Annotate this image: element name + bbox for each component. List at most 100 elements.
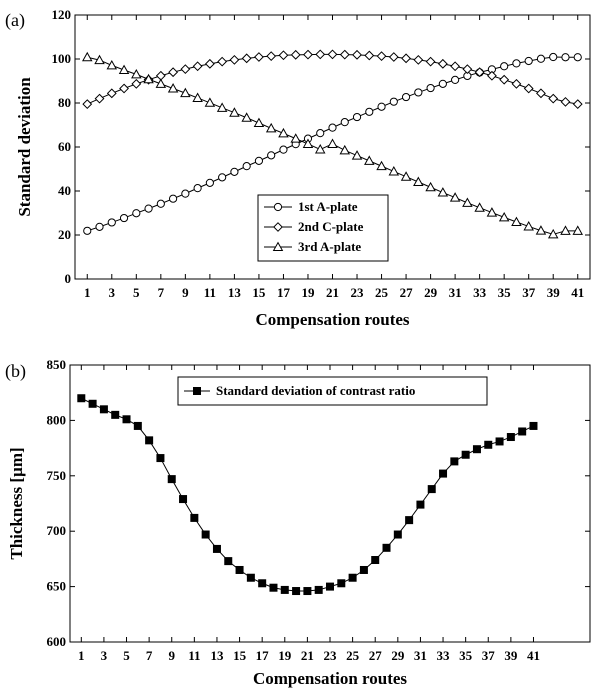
- plot-frame: [69, 364, 591, 643]
- data-point: [425, 56, 436, 67]
- data-point: [156, 199, 165, 208]
- data-point: [167, 475, 176, 484]
- data-point: [279, 145, 288, 154]
- x-tick-label: 29: [424, 285, 438, 300]
- y-tick-label: 80: [58, 95, 71, 110]
- y-tick-label: 20: [58, 227, 71, 242]
- data-point: [204, 97, 216, 107]
- data-point: [393, 530, 402, 539]
- x-tick-label: 15: [233, 648, 247, 663]
- data-point: [462, 64, 473, 75]
- y-tick-label: 120: [52, 7, 72, 22]
- data-point: [241, 112, 252, 122]
- data-point: [500, 62, 509, 71]
- data-point: [364, 50, 375, 61]
- data-point: [416, 500, 425, 509]
- data-point: [560, 96, 571, 107]
- data-point: [572, 225, 583, 235]
- x-tick-label: 27: [400, 285, 414, 300]
- data-point: [548, 93, 559, 104]
- x-tick-label: 29: [391, 648, 405, 663]
- data-point: [190, 513, 199, 522]
- data-point: [88, 399, 97, 408]
- x-tick-label: 35: [459, 648, 473, 663]
- data-point: [181, 189, 190, 198]
- data-point: [201, 530, 210, 539]
- data-point: [230, 167, 239, 176]
- data-point: [82, 51, 93, 62]
- x-tick-label: 3: [101, 648, 108, 663]
- legend-box: [177, 376, 488, 406]
- data-point: [273, 202, 283, 212]
- x-tick-label: 39: [504, 648, 518, 663]
- data-point: [133, 421, 142, 430]
- data-point: [529, 421, 538, 430]
- x-tick-label: 19: [278, 648, 292, 663]
- data-point: [414, 88, 423, 97]
- data-point: [193, 387, 201, 395]
- data-point: [561, 53, 570, 62]
- data-point: [382, 543, 391, 552]
- y-tick-label: 0: [65, 271, 72, 286]
- x-tick-label: 11: [204, 285, 216, 300]
- x-tick-label: 27: [369, 648, 383, 663]
- data-point: [449, 192, 461, 202]
- data-point: [352, 49, 362, 60]
- data-point: [168, 194, 178, 203]
- data-point: [337, 579, 346, 588]
- y-tick-label: 750: [47, 468, 67, 483]
- x-tick-label: 25: [346, 648, 360, 663]
- data-point: [339, 144, 351, 155]
- data-point: [156, 454, 165, 463]
- legend-label: 2nd C-plate: [298, 219, 364, 234]
- data-point: [235, 565, 244, 574]
- legend-label: Standard deviation of contrast ratio: [216, 383, 415, 398]
- x-tick-label: 37: [522, 285, 536, 300]
- data-point: [267, 151, 276, 160]
- data-point: [486, 207, 498, 217]
- x-tick-label: 3: [109, 285, 116, 300]
- data-point: [438, 79, 447, 88]
- data-point: [254, 52, 264, 62]
- y-tick-label: 600: [47, 634, 67, 649]
- data-point: [192, 92, 203, 102]
- data-point: [168, 67, 179, 78]
- data-point: [273, 222, 283, 232]
- data-point: [573, 53, 582, 62]
- data-point: [204, 58, 215, 69]
- data-point: [290, 49, 301, 60]
- data-point: [389, 97, 398, 106]
- data-point: [340, 118, 349, 127]
- x-tick-label: 19: [301, 285, 315, 300]
- x-tick-label: 31: [414, 648, 427, 663]
- data-point: [242, 162, 251, 171]
- x-tick-label: 39: [547, 285, 561, 300]
- data-point: [400, 171, 412, 181]
- data-point: [523, 220, 534, 231]
- panel-label: (a): [5, 10, 25, 31]
- y-axis-label: Standard deviation: [15, 77, 34, 217]
- data-point: [246, 573, 255, 582]
- data-point: [224, 557, 233, 566]
- data-point: [290, 133, 301, 143]
- data-point: [572, 99, 583, 110]
- data-point: [388, 52, 399, 62]
- data-point: [524, 56, 533, 66]
- data-point: [461, 450, 470, 459]
- y-tick-label: 40: [58, 183, 71, 198]
- data-point: [118, 64, 130, 75]
- x-tick-label: 33: [437, 648, 451, 663]
- data-point: [314, 143, 326, 154]
- data-point: [131, 78, 142, 89]
- data-point: [425, 181, 436, 192]
- data-point: [155, 78, 167, 88]
- data-point: [327, 49, 338, 60]
- data-point: [472, 445, 481, 454]
- data-point: [377, 102, 386, 111]
- x-tick-label: 1: [84, 285, 91, 300]
- y-tick-label: 850: [47, 357, 67, 372]
- data-point: [484, 440, 493, 449]
- data-point: [167, 83, 179, 93]
- data-point: [278, 127, 289, 138]
